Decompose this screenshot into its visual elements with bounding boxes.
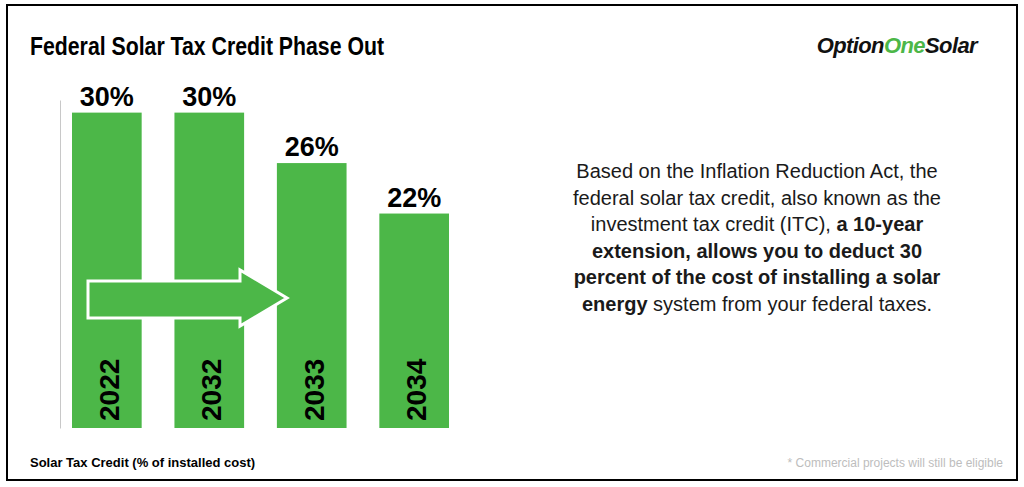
description-run: energy [582,293,648,315]
x-tick: 2032 [196,359,227,421]
data-label: 30% [182,82,236,112]
footnote: * Commercial projects will still be elig… [788,456,1004,470]
bar [379,214,449,428]
x-tick: 2033 [299,359,330,421]
data-label: 26% [285,132,339,162]
x-tick-label: 2033 [299,359,330,421]
frame [7,5,1017,480]
x-tick-label: 2032 [196,359,227,421]
data-labels: 30% 30% 26% 22% [80,82,441,213]
description-run: federal solar tax credit, also known as … [573,187,941,209]
description-line: Based on the Inflation Reduction Act, th… [576,160,937,182]
x-tick-label: 2034 [401,358,432,421]
chart-container: Federal Solar Tax Credit Phase Out Option… [0,0,1024,487]
description-run: system from your federal taxes. [648,293,933,315]
description-line: federal solar tax credit, also known as … [573,187,941,209]
logo-part: Solar [925,33,979,58]
description-line: investment tax credit (ITC), a 10-year [591,213,924,235]
x-axis: 2022 2032 2033 2034 [94,358,432,421]
logo: OptionOneSolar [817,33,979,58]
caption: Solar Tax Credit (% of installed cost) [30,455,255,470]
background [0,0,1024,487]
bar [72,113,142,428]
description-run: extension, allows you to deduct 30 [592,240,922,262]
y-axis-line [60,101,61,429]
x-tick-label: 2022 [94,359,125,421]
description-run: Based on the Inflation Reduction Act, th… [576,160,937,182]
arrow [88,270,287,326]
logo-part: Option [817,33,884,58]
bar [277,163,347,428]
description-line: percent of the cost of installing a sola… [574,266,941,288]
description-run: percent of the cost of installing a sola… [574,266,941,288]
logo-part: One [884,33,925,58]
bar [174,113,244,428]
x-tick: 2034 [401,358,432,421]
chart-svg: Federal Solar Tax Credit Phase Out Option… [0,0,1024,487]
bars [72,113,449,428]
data-label: 30% [80,82,134,112]
description-line: extension, allows you to deduct 30 [592,240,922,262]
y-axis [60,101,61,429]
title: Federal Solar Tax Credit Phase Out [30,32,385,60]
description-run: a 10-year [836,213,923,235]
x-tick: 2022 [94,359,125,421]
description-run: investment tax credit (ITC), [591,213,837,235]
description-line: energy system from your federal taxes. [582,293,932,315]
description: Based on the Inflation Reduction Act, th… [573,160,941,315]
data-label: 22% [387,183,441,213]
